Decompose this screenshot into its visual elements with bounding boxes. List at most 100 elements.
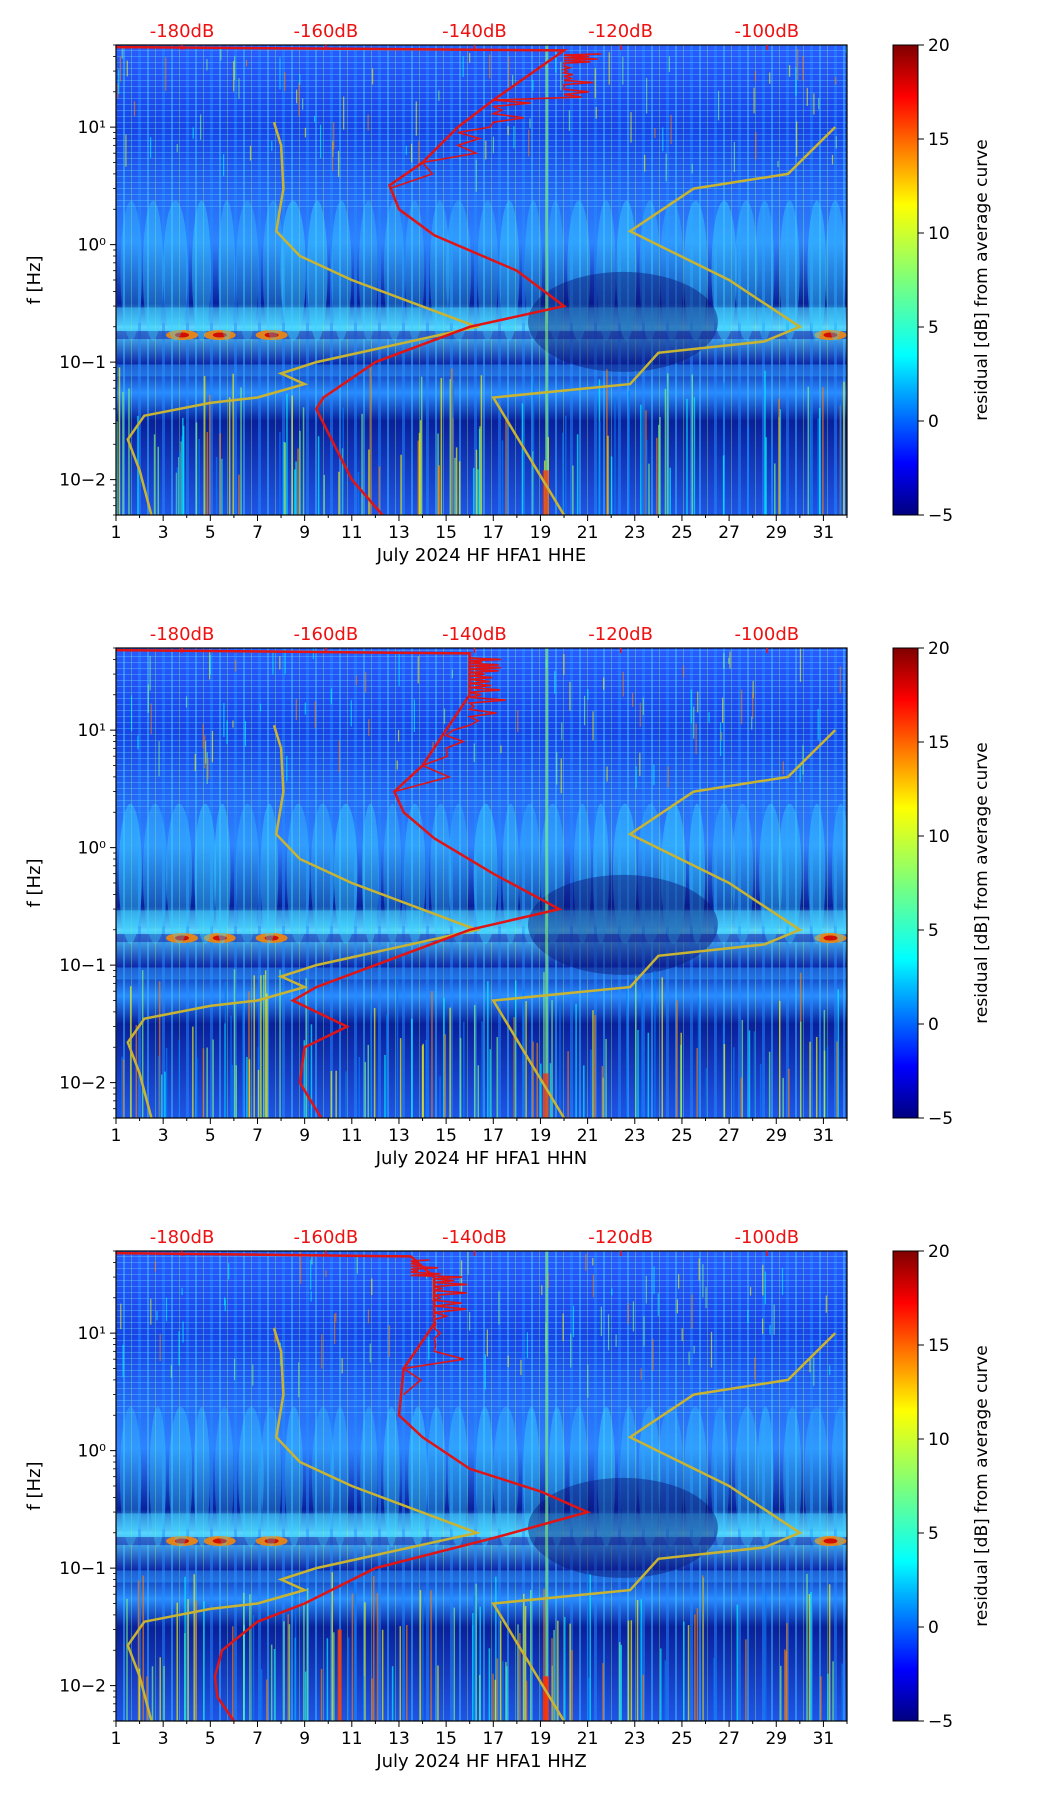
hf-spike — [667, 766, 669, 788]
lf-spike — [532, 1041, 534, 1118]
hf-spike — [369, 1343, 371, 1363]
lf-spike — [399, 1626, 402, 1721]
hf-spike — [159, 1333, 161, 1362]
hf-spike — [284, 648, 286, 674]
activity-column — [548, 1406, 566, 1547]
lf-spike — [475, 449, 478, 515]
x-tick-label: 13 — [388, 523, 410, 543]
activity-column — [361, 803, 379, 944]
hf-spike — [418, 141, 420, 171]
hf-spike — [451, 669, 453, 679]
lf-spike — [335, 1070, 337, 1118]
lf-spike — [780, 1665, 782, 1721]
hf-spike — [754, 71, 757, 82]
hf-spike — [569, 681, 571, 711]
hf-spike — [310, 1259, 312, 1290]
lf-spike — [203, 1601, 205, 1721]
lf-spike — [283, 441, 285, 515]
y-tick-label: 10⁰ — [78, 236, 107, 256]
hf-spike — [302, 98, 304, 110]
lf-spike — [506, 1666, 508, 1721]
activity-column — [683, 200, 708, 341]
lf-spike — [753, 1031, 756, 1118]
hf-spike — [234, 659, 237, 672]
hf-spike — [125, 134, 127, 167]
lf-spike — [209, 394, 211, 515]
lf-spike — [575, 1003, 577, 1118]
activity-column — [735, 1406, 760, 1547]
hf-spike — [630, 112, 632, 143]
activity-column — [546, 200, 564, 341]
hf-spike — [622, 671, 624, 697]
x-tick-label: 13 — [388, 1729, 410, 1749]
activity-column — [120, 200, 143, 341]
lf-spike — [620, 1644, 623, 1721]
hf-spike — [795, 67, 797, 96]
x-tick-label: 23 — [624, 1126, 646, 1146]
lf-spike — [705, 1068, 708, 1118]
lf-spike — [122, 391, 124, 515]
lf-spike — [437, 1665, 439, 1721]
activity-column — [448, 803, 469, 944]
lf-spike — [363, 1675, 365, 1721]
lf-spike — [354, 1580, 357, 1721]
hf-spike — [279, 656, 281, 670]
lf-spike — [231, 1064, 234, 1118]
hf-spike — [500, 745, 502, 754]
colorbar-gradient — [892, 1250, 919, 1722]
hf-spike — [147, 684, 149, 713]
lf-spike — [454, 457, 456, 515]
secondary-band — [116, 967, 847, 980]
lf-spike — [505, 1662, 507, 1721]
hf-spike — [563, 654, 565, 675]
lf-spike — [121, 1056, 123, 1118]
heatmap-horizontal-streaks — [116, 648, 847, 813]
activity-column — [192, 200, 211, 341]
top-axis-label: -120dB — [588, 1227, 653, 1248]
hf-spike — [311, 1253, 313, 1265]
average-psd-curve — [116, 1251, 592, 1721]
activity-column — [688, 803, 706, 944]
hf-spike — [300, 1251, 302, 1284]
x-tick-label: 25 — [671, 1126, 693, 1146]
lf-spike — [832, 1661, 834, 1721]
hf-spike — [150, 703, 152, 735]
lf-spike — [368, 449, 370, 515]
hf-spike — [702, 1264, 704, 1298]
hf-spike — [443, 708, 446, 724]
hf-spike — [298, 82, 300, 117]
hf-spike — [520, 1359, 522, 1376]
lf-spike — [283, 1621, 285, 1721]
hf-spike — [489, 54, 491, 79]
top-axis-label: -140dB — [442, 21, 507, 42]
activity-column — [684, 1406, 708, 1547]
lf-spike — [713, 1657, 715, 1721]
lf-spike — [536, 1042, 538, 1118]
hf-spike — [119, 56, 121, 82]
hf-spike — [206, 59, 208, 71]
lf-spike — [567, 1051, 569, 1118]
x-tick-label: 31 — [813, 523, 835, 543]
lf-spike — [221, 458, 223, 515]
activity-column — [477, 200, 499, 341]
hf-spike — [475, 159, 477, 192]
lf-spike — [157, 1055, 160, 1118]
hf-spike — [334, 1313, 336, 1345]
lf-spike — [240, 387, 242, 515]
lf-spike — [807, 386, 810, 515]
top-axis-label: -100dB — [735, 21, 800, 42]
persistent-line — [545, 648, 549, 1118]
hf-spike — [182, 1321, 184, 1343]
hf-spike — [698, 1258, 700, 1281]
y-axis-label: f [Hz] — [24, 1461, 45, 1510]
hf-spike — [224, 1297, 226, 1306]
x-tick-label: 27 — [718, 523, 740, 543]
hf-spike — [560, 758, 562, 794]
hf-spike — [304, 127, 307, 138]
hf-spike — [473, 665, 476, 691]
lf-spike — [640, 1599, 642, 1721]
hf-spike — [321, 1334, 323, 1369]
lf-spike — [182, 417, 184, 515]
lf-spike — [495, 1576, 497, 1721]
lf-spike — [557, 1620, 559, 1721]
